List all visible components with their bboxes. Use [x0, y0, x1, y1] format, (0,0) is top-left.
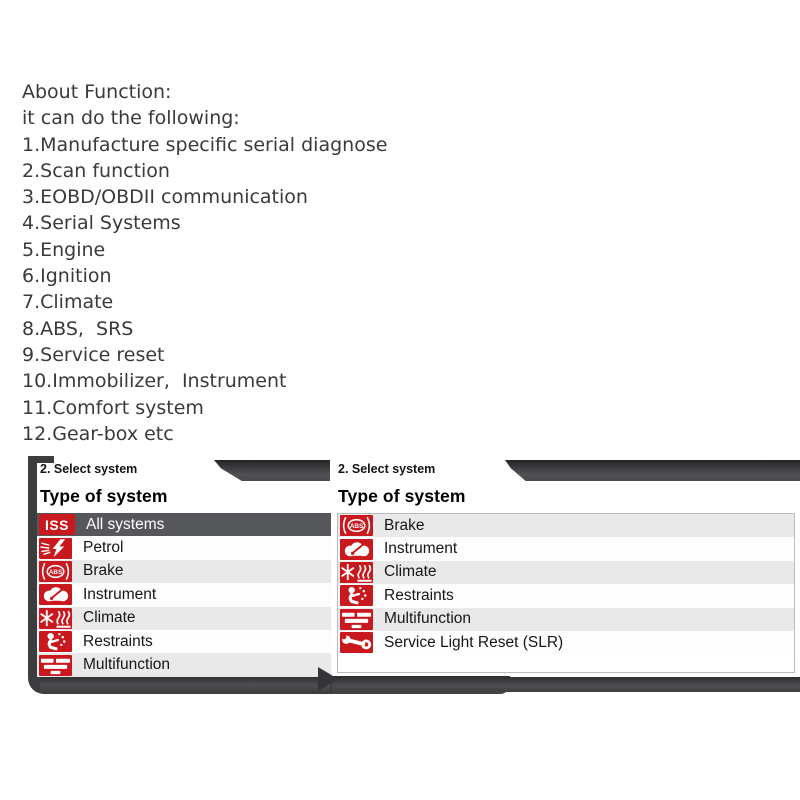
abs-icon: ABS [340, 515, 373, 537]
feature-line: 10.Immobilizer, Instrument [22, 370, 287, 393]
instrument-icon [39, 584, 72, 606]
list-item[interactable]: Restraints [338, 584, 794, 608]
system-label: Multifunction [384, 610, 472, 628]
screen-banner [505, 460, 800, 481]
device-screenshots: 2. Select system Type of system ISS All s… [0, 455, 800, 700]
slr-icon [340, 632, 373, 654]
system-label: All systems [86, 515, 165, 533]
restraints-icon [39, 631, 72, 653]
system-label: Climate [384, 563, 437, 581]
feature-line: 9.Service reset [22, 343, 165, 366]
feature-line: 8.ABS, SRS [22, 317, 134, 340]
feature-line: 2.Scan function [22, 159, 170, 182]
list-item[interactable]: Multifunction [338, 607, 794, 631]
system-label: Climate [83, 609, 136, 627]
screen-frame-bottom-right [332, 677, 800, 692]
list-item[interactable]: ABS Brake [338, 514, 794, 538]
abs-icon: ABS [39, 560, 72, 582]
system-list: ISS All systems Petrol ABS Brake Instrument Cl… [37, 513, 331, 677]
multifunction-icon [39, 654, 72, 676]
about-subtitle: it can do the following: [22, 107, 240, 130]
about-title: About Function: [22, 81, 172, 103]
climate-icon [39, 607, 72, 629]
system-label: Restraints [83, 632, 153, 650]
system-list: ABS Brake Instrument Climate Restraints Multi… [337, 513, 795, 673]
multifunction-icon [340, 608, 373, 630]
climate-icon [340, 561, 373, 583]
feature-line: 6.Ignition [22, 265, 112, 288]
about-function-block: About Function: it can do the following:… [22, 79, 387, 447]
feature-line: 1.Manufacture specific serial diagnose [22, 133, 388, 156]
petrol-icon [39, 537, 72, 559]
feature-line: 3.EOBD/OBDII communication [22, 186, 308, 209]
feature-line: 12.Gear-box etc [22, 422, 174, 445]
screen-frame-cap [28, 456, 54, 463]
list-item[interactable]: ISS All systems [37, 513, 331, 537]
system-label: Brake [384, 516, 425, 534]
list-item[interactable]: Instrument [37, 583, 331, 607]
system-label: Brake [83, 562, 124, 580]
list-item[interactable]: Climate [37, 606, 331, 630]
frame-arrow-icon [318, 667, 338, 691]
panel-heading: Type of system [40, 486, 168, 506]
system-label: Restraints [384, 586, 454, 604]
list-item[interactable]: Multifunction [37, 653, 331, 677]
step-label: 2. Select system [338, 462, 436, 476]
screen-banner [214, 460, 330, 481]
system-label: Service Light Reset (SLR) [384, 633, 564, 651]
restraints-icon [340, 585, 373, 607]
system-label: Instrument [83, 585, 157, 603]
svg-text:ABS: ABS [350, 523, 363, 530]
list-item[interactable]: ABS Brake [37, 559, 331, 584]
iss-icon: ISS [39, 514, 75, 536]
instrument-icon [340, 538, 373, 560]
svg-text:ABS: ABS [49, 569, 62, 576]
feature-line: 4.Serial Systems [22, 212, 181, 235]
screen-frame-bottom-left [40, 677, 330, 692]
panel-heading: Type of system [338, 486, 466, 506]
feature-line: 5.Engine [22, 238, 106, 261]
list-item[interactable]: Petrol [37, 536, 331, 560]
list-item[interactable]: Restraints [37, 629, 331, 654]
system-label: Petrol [83, 539, 124, 557]
feature-list: 1.Manufacture specific serial diagnose 2.… [22, 132, 387, 448]
system-label: Multifunction [83, 656, 171, 674]
list-item[interactable]: Instrument [338, 537, 794, 561]
feature-line: 11.Comfort system [22, 396, 204, 419]
system-label: Instrument [384, 540, 458, 558]
list-item[interactable]: Service Light Reset (SLR) [338, 630, 794, 655]
step-label: 2. Select system [40, 462, 138, 476]
list-item[interactable]: Climate [338, 560, 794, 585]
feature-line: 7.Climate [22, 291, 114, 314]
